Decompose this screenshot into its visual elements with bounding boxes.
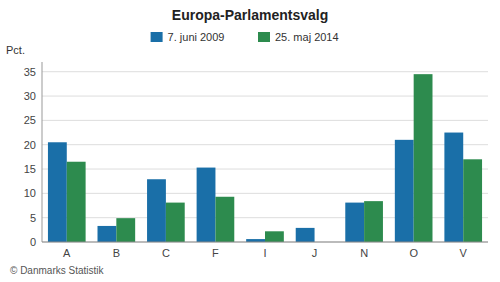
- legend: 7. juni 2009 25. maj 2014: [151, 31, 339, 43]
- bar: [147, 179, 166, 242]
- y-axis-label: Pct.: [6, 44, 25, 56]
- grid-line: [42, 242, 488, 243]
- legend-label: 25. maj 2014: [275, 31, 339, 43]
- x-tick-label: I: [263, 247, 266, 259]
- bar: [265, 231, 284, 242]
- bar: [116, 218, 135, 242]
- y-tick-label: 30: [24, 90, 36, 102]
- bar: [414, 74, 433, 242]
- y-tick-label: 35: [24, 66, 36, 78]
- x-tick-label: N: [360, 247, 368, 259]
- bar: [166, 203, 185, 242]
- legend-swatch: [151, 32, 163, 42]
- bars: [48, 74, 482, 242]
- x-tick-label: C: [162, 247, 170, 259]
- legend-label: 7. juni 2009: [168, 31, 225, 43]
- bar: [48, 142, 67, 242]
- bar: [296, 228, 315, 242]
- bar: [67, 162, 86, 242]
- x-tick-label: J: [312, 247, 318, 259]
- x-tick-label: O: [409, 247, 418, 259]
- y-tick-label: 15: [24, 163, 36, 175]
- bar: [98, 226, 117, 242]
- bar: [345, 203, 364, 242]
- title: Europa-Parlamentsvalg: [172, 7, 328, 23]
- y-axis-line: [42, 62, 43, 242]
- bar: [463, 159, 482, 242]
- y-tick-label: 5: [30, 212, 36, 224]
- legend-swatch: [258, 32, 270, 42]
- grid-line: [42, 71, 488, 72]
- bar: [364, 201, 383, 242]
- bar: [444, 133, 463, 242]
- bar: [197, 168, 216, 242]
- bar: [215, 197, 234, 242]
- y-tick-label: 25: [24, 114, 36, 126]
- y-tick-label: 10: [24, 187, 36, 199]
- x-tick-label: V: [460, 247, 468, 259]
- bar: [395, 140, 414, 242]
- x-tick-label: F: [212, 247, 219, 259]
- x-tick-label: A: [63, 247, 71, 259]
- chart: Europa-Parlamentsvalg 7. juni 2009 25. maj…: [0, 0, 500, 282]
- y-tick-label: 0: [30, 236, 36, 248]
- x-axis-line: [42, 242, 488, 243]
- footer: © Danmarks Statistik: [10, 265, 105, 276]
- x-tick-label: B: [113, 247, 120, 259]
- y-tick-label: 20: [24, 139, 36, 151]
